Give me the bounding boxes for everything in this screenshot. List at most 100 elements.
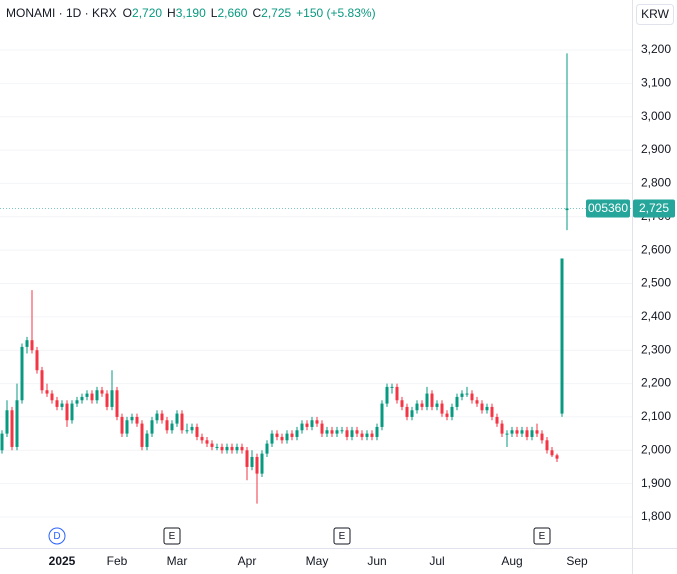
candle-body — [100, 390, 104, 394]
candle-body — [300, 423, 304, 431]
y-tick-label: 2,600 — [641, 242, 671, 256]
symbol-tag: 005360 — [588, 201, 628, 215]
legend-title: MONAMI · 1D · KRX — [6, 6, 117, 20]
candle-body — [295, 430, 299, 437]
candle-body — [340, 430, 344, 432]
event-marker: D — [53, 531, 60, 542]
event-marker-box — [533, 527, 551, 545]
candle-body — [560, 258, 564, 414]
x-tick-label: Feb — [107, 554, 128, 568]
event-marker-box — [48, 527, 66, 545]
candle-body — [135, 416, 139, 424]
candle-body — [275, 433, 279, 437]
candle-body — [420, 403, 424, 407]
candle-body — [0, 433, 4, 451]
last-price-tag-bg — [633, 199, 675, 218]
candle-body — [175, 413, 179, 424]
candle-body — [500, 423, 504, 434]
candle-body — [125, 420, 129, 434]
last-price-tag: 2,725 — [639, 201, 669, 215]
event-marker-box — [333, 527, 351, 545]
candle-body — [250, 456, 254, 467]
x-tick-label: Aug — [501, 554, 522, 568]
candle-body — [550, 450, 554, 456]
event-marker: E — [339, 531, 346, 542]
candle-body — [285, 433, 289, 441]
x-tick-label: May — [306, 554, 329, 568]
candle-body — [65, 403, 69, 421]
legend: MONAMI · 1D · KRX O2,720 H3,190 L2,660 C2,72… — [6, 6, 376, 20]
currency-box[interactable] — [636, 4, 674, 25]
candle-body — [120, 416, 124, 434]
y-tick-label: 2,400 — [641, 309, 671, 323]
candle-body — [270, 433, 274, 444]
candle-body — [220, 446, 224, 451]
candle-body — [325, 430, 329, 434]
candle-body — [60, 403, 64, 407]
candle-body — [410, 410, 414, 417]
legend-key: O — [123, 6, 132, 20]
candle-body — [280, 436, 284, 441]
candle-body — [140, 423, 144, 447]
candle-body — [355, 430, 359, 434]
x-tick-label: Mar — [167, 554, 188, 568]
candle-body — [185, 430, 189, 432]
candle-body — [395, 386, 399, 401]
candle-body — [155, 413, 159, 421]
candle-body — [20, 346, 24, 401]
candle-body — [460, 393, 464, 397]
candle-body — [515, 430, 519, 434]
candle-body — [375, 426, 379, 437]
candle-body — [235, 446, 239, 451]
candle-body — [45, 390, 49, 394]
candle-body — [510, 430, 514, 434]
candle-body — [350, 430, 354, 437]
legend-value: 2,720 — [132, 6, 162, 20]
candle-body — [35, 350, 39, 371]
x-tick-label: Apr — [238, 554, 257, 568]
candle-body — [450, 406, 454, 417]
y-tick-label: 2,000 — [641, 442, 671, 456]
candle-body — [290, 433, 294, 437]
event-marker-box — [163, 527, 181, 545]
candle-body — [470, 393, 474, 401]
y-tick-label: 1,800 — [641, 509, 671, 523]
candle-body — [245, 450, 249, 467]
candle-body — [390, 386, 394, 388]
candle-body — [540, 433, 544, 441]
candle-body — [535, 430, 539, 434]
y-tick-label: 3,000 — [641, 109, 671, 123]
candle-body — [70, 403, 74, 421]
candle-body — [180, 413, 184, 431]
y-tick-label: 2,200 — [641, 376, 671, 390]
candle-body — [315, 420, 319, 424]
candle-body — [440, 403, 444, 414]
candle-body — [225, 446, 229, 451]
candle-body — [345, 430, 349, 437]
candle-body — [10, 410, 14, 447]
candle-body — [520, 430, 524, 434]
candle-body — [210, 443, 214, 447]
candle-body — [165, 420, 169, 431]
plot — [0, 53, 632, 504]
candle-body — [445, 413, 449, 417]
currency[interactable]: KRW — [641, 7, 669, 21]
legend-key: L — [211, 6, 218, 20]
y-tick-label: 3,100 — [641, 76, 671, 90]
candle-body — [485, 406, 489, 411]
candle-body — [365, 433, 369, 437]
candle-body — [215, 446, 219, 448]
candle-body — [105, 393, 109, 407]
axes: 1,800 1,900 2,000 2,100 2,200 2,300 2,400 2,500… — [48, 42, 675, 568]
candle-body — [205, 440, 209, 444]
y-tick-label: 2,500 — [641, 276, 671, 290]
y-tick-label: 1,900 — [641, 476, 671, 490]
candle-body — [555, 455, 559, 459]
candle-body — [565, 208, 569, 211]
y-tick-label: 2,300 — [641, 342, 671, 356]
y-tick-label: 2,900 — [641, 142, 671, 156]
candle-body — [160, 413, 164, 421]
candle-body — [50, 393, 54, 401]
candle-body — [370, 433, 374, 437]
